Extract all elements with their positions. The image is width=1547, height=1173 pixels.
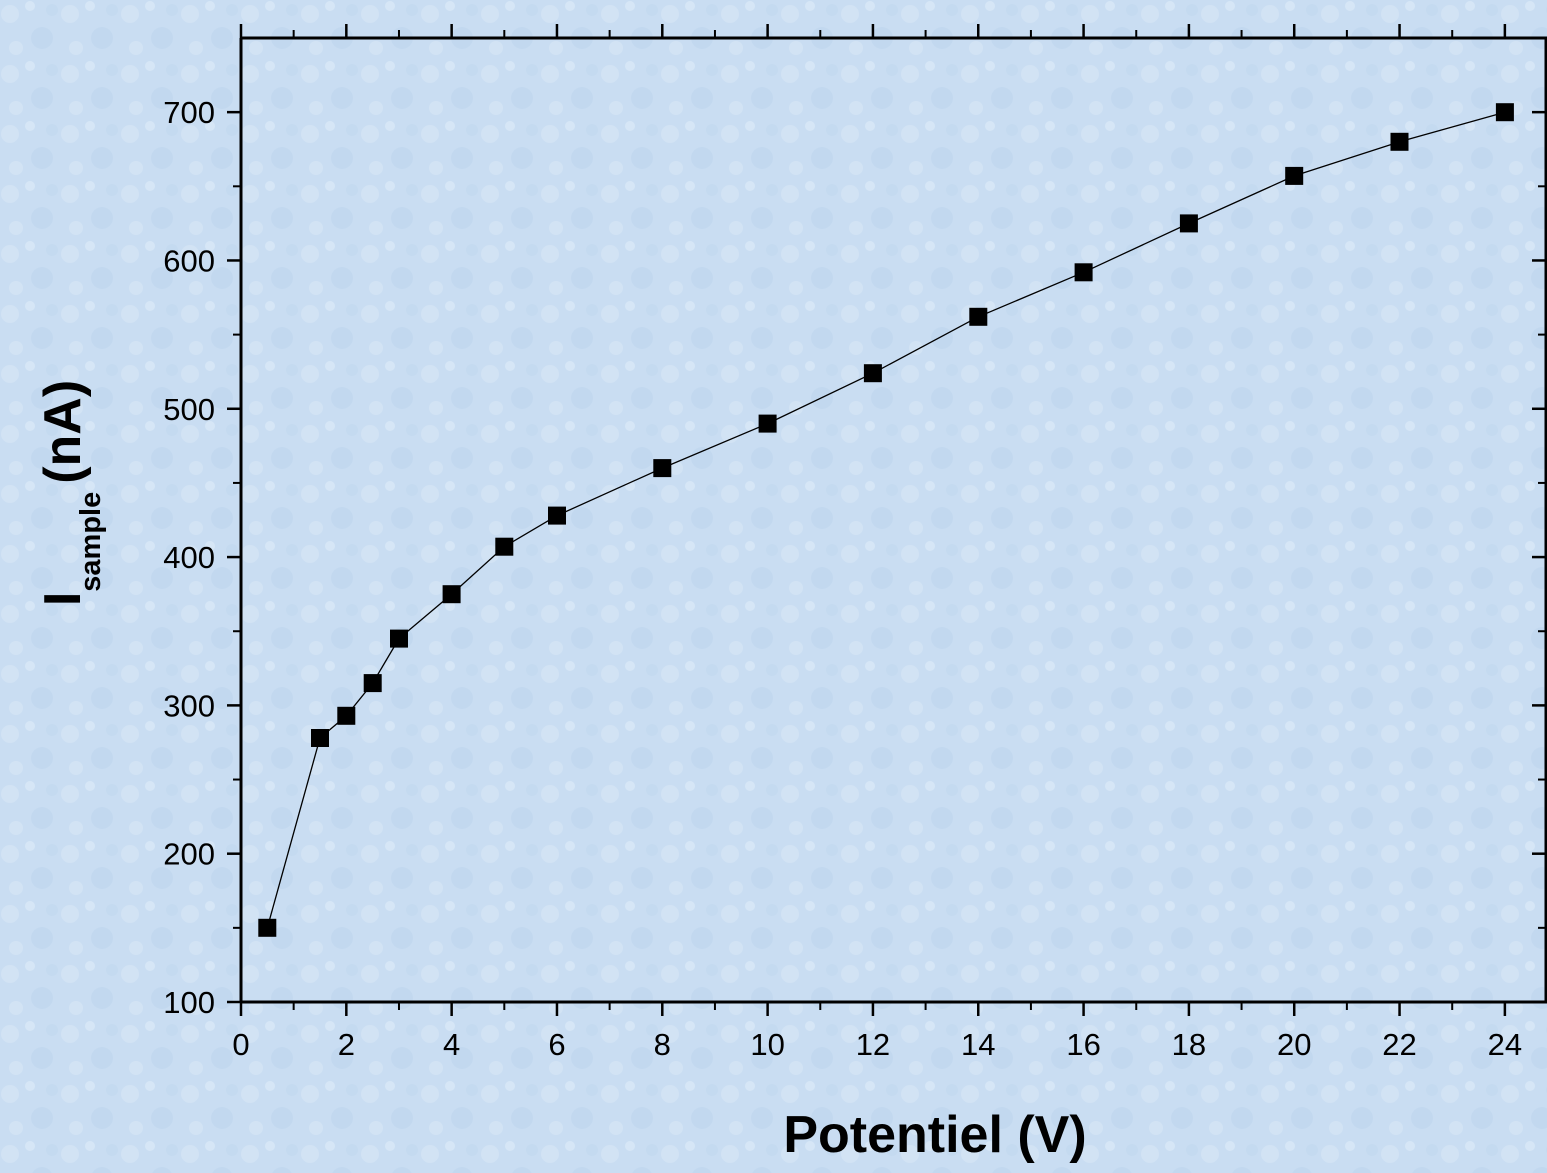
- data-point-marker: [863, 364, 882, 383]
- data-point-marker: [653, 459, 672, 478]
- y-tick-label: 700: [163, 95, 215, 130]
- data-point-marker: [442, 585, 461, 604]
- x-tick-label: 24: [1488, 1027, 1522, 1062]
- x-tick-label: 4: [443, 1027, 460, 1062]
- data-point-marker: [311, 729, 329, 747]
- x-tick-labels: 0 2 4 6 8 10 12 14 16 18 20 22 24: [232, 1027, 1522, 1062]
- data-point-marker: [363, 674, 382, 693]
- axis-ticks: [227, 24, 1546, 1016]
- x-tick-label: 12: [856, 1027, 890, 1062]
- data-point-marker: [495, 537, 514, 556]
- x-tick-label: 14: [961, 1027, 995, 1062]
- data-point-marker: [1285, 166, 1304, 185]
- x-axis-title: Potentiel (V): [783, 1106, 1086, 1164]
- axis-frame: [239, 36, 1547, 1004]
- y-tick-label: 300: [163, 688, 215, 723]
- data-point-marker: [548, 506, 566, 525]
- y-axis-title-main: I: [34, 592, 92, 606]
- y-tick-label: 200: [163, 837, 215, 872]
- x-tick-label: 10: [750, 1027, 784, 1062]
- x-tick-label: 20: [1277, 1027, 1311, 1062]
- x-tick-label: 0: [232, 1027, 249, 1062]
- data-point-marker: [1179, 214, 1198, 233]
- data-point-marker: [758, 414, 777, 433]
- x-tick-label: 18: [1172, 1027, 1206, 1062]
- data-point-marker: [258, 918, 277, 937]
- data-point-marker: [1074, 263, 1093, 282]
- y-axis-title: Isample (nA): [34, 380, 107, 606]
- x-tick-label: 8: [654, 1027, 671, 1062]
- series-markers: [258, 103, 1514, 937]
- data-point-marker: [1495, 103, 1514, 122]
- data-point-marker: [390, 629, 408, 648]
- y-axis-title-subscript: sample: [75, 492, 107, 592]
- y-tick-labels: 100 200 300 400 500 600 700: [163, 95, 215, 1020]
- x-tick-label: 22: [1382, 1027, 1416, 1062]
- y-tick-label: 600: [163, 243, 215, 278]
- x-tick-label: 6: [548, 1027, 565, 1062]
- x-tick-label: 2: [338, 1027, 355, 1062]
- x-tick-label: 16: [1066, 1027, 1100, 1062]
- data-point-marker: [1390, 132, 1409, 151]
- y-tick-label: 100: [163, 985, 215, 1020]
- y-tick-label: 400: [163, 540, 215, 575]
- data-point-marker: [337, 706, 356, 725]
- y-axis-title-unit: (nA): [34, 380, 92, 484]
- y-tick-label: 500: [163, 392, 215, 427]
- data-point-marker: [969, 307, 988, 326]
